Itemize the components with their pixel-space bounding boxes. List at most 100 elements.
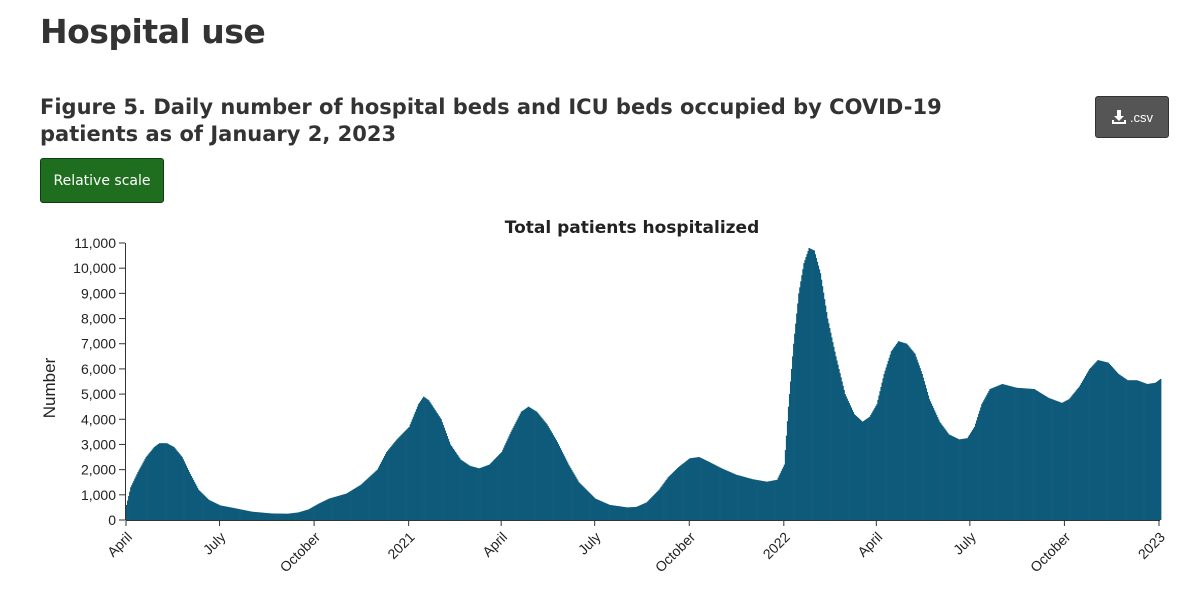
daily-bar (348, 492, 350, 520)
daily-bar (863, 420, 866, 520)
daily-bar (1000, 384, 1003, 520)
daily-bar (1028, 388, 1030, 520)
daily-bar (214, 502, 216, 520)
daily-bar (471, 466, 473, 520)
daily-bar (905, 343, 907, 520)
daily-bar (1015, 387, 1017, 520)
daily-bar (705, 460, 708, 520)
daily-bar (808, 248, 810, 520)
y-tick-label: 8,000 (81, 311, 116, 327)
daily-bar (771, 480, 773, 520)
daily-bar (669, 475, 672, 520)
daily-bar (756, 479, 758, 520)
daily-bar (382, 457, 385, 520)
daily-bar (1074, 391, 1077, 520)
daily-bar (874, 407, 876, 520)
download-csv-button[interactable]: .csv (1095, 96, 1169, 138)
daily-bar (243, 510, 245, 520)
daily-bar (391, 445, 393, 520)
daily-bar (168, 444, 170, 520)
daily-bar (971, 430, 974, 520)
daily-bar (524, 408, 527, 520)
daily-bar (418, 402, 421, 520)
daily-bar (582, 486, 584, 520)
daily-bar (644, 503, 646, 520)
daily-bar (300, 511, 303, 520)
daily-bar (641, 504, 644, 520)
daily-bar (479, 468, 481, 520)
daily-bar (206, 497, 208, 520)
daily-bar (1047, 397, 1050, 520)
daily-bar (558, 446, 561, 520)
daily-bar (1068, 399, 1070, 520)
daily-bar (349, 491, 351, 520)
daily-bar (1132, 380, 1134, 520)
daily-bar (847, 400, 849, 520)
daily-bar (965, 438, 968, 520)
daily-bar (625, 507, 627, 520)
daily-bar (280, 513, 282, 520)
daily-bar (823, 299, 826, 520)
daily-bar (616, 505, 618, 520)
daily-bar (239, 509, 241, 520)
daily-bar (835, 356, 837, 520)
daily-bar (284, 513, 286, 520)
daily-bar (766, 481, 768, 520)
daily-bar (241, 509, 243, 520)
daily-bar (1112, 368, 1115, 520)
daily-bar (824, 305, 827, 520)
daily-bar (884, 370, 886, 520)
daily-bar (629, 507, 632, 520)
daily-bar (1115, 371, 1118, 520)
daily-bar (765, 481, 767, 520)
daily-bar (811, 249, 813, 521)
daily-bar (910, 348, 912, 520)
daily-bar (997, 385, 999, 520)
daily-bar (481, 467, 484, 520)
daily-bar (855, 416, 858, 521)
daily-bar (588, 492, 590, 520)
daily-bar (539, 415, 541, 520)
daily-bar (482, 466, 485, 520)
daily-bar (393, 443, 395, 520)
daily-bar (844, 394, 846, 520)
daily-bar (191, 478, 194, 520)
daily-bar (1083, 377, 1086, 520)
daily-bar (1019, 388, 1021, 520)
daily-bar (189, 474, 192, 520)
daily-bar (440, 419, 442, 520)
daily-bar (924, 384, 927, 520)
daily-bar (475, 467, 477, 520)
daily-bar (542, 419, 544, 520)
daily-bar (907, 344, 909, 520)
daily-bar (746, 477, 749, 520)
relative-scale-button[interactable]: Relative scale (40, 158, 164, 203)
daily-bar (446, 436, 449, 520)
y-tick-label: 9,000 (81, 285, 116, 301)
daily-bar (175, 449, 177, 520)
daily-bar (816, 261, 819, 520)
daily-bar (640, 504, 643, 520)
daily-bar (192, 479, 195, 520)
daily-bar (599, 500, 602, 520)
daily-bar (390, 446, 392, 520)
daily-bar (311, 507, 313, 520)
daily-bar (767, 481, 769, 520)
daily-bar (1039, 392, 1042, 520)
daily-bar (917, 362, 919, 520)
daily-bar (277, 513, 279, 520)
daily-bar (1020, 388, 1022, 520)
daily-bar (507, 438, 509, 520)
y-tick-label: 10,000 (73, 260, 116, 276)
daily-bar (514, 423, 516, 520)
daily-bar (520, 411, 523, 520)
daily-bar (264, 512, 267, 520)
daily-bar (664, 481, 666, 520)
daily-bar (873, 409, 875, 520)
daily-bar (499, 454, 501, 520)
daily-bar (288, 513, 290, 520)
daily-bar (531, 409, 534, 520)
daily-bar (1107, 362, 1109, 520)
daily-bar (291, 513, 293, 520)
x-tick-label: April (479, 529, 510, 560)
